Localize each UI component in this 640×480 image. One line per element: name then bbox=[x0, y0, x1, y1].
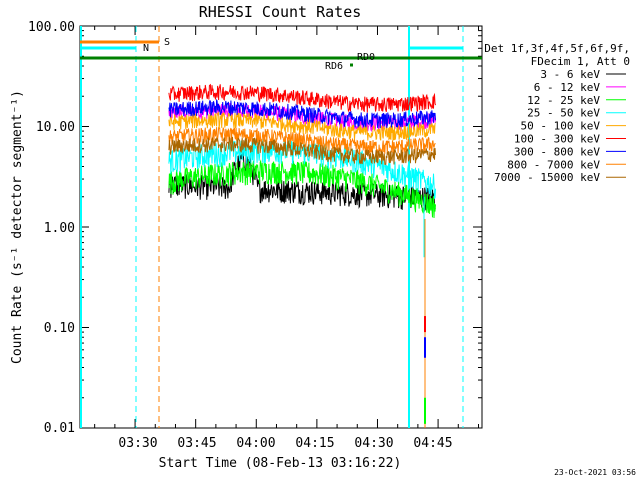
legend-label: 300 - 800 keV bbox=[514, 145, 600, 158]
annotation-rd0: RD0 bbox=[357, 52, 375, 63]
legend-label: 800 - 7000 keV bbox=[507, 158, 600, 171]
series-line-7 bbox=[168, 126, 436, 156]
annotation-s: S bbox=[164, 37, 170, 48]
x-tick-label: 04:00 bbox=[236, 436, 275, 451]
y-tick-label: 100.00 bbox=[28, 20, 75, 35]
legend-header: Det 1f,3f,4f,5f,6f,9f, bbox=[484, 42, 630, 55]
x-axis: 03:30 03:45 04:00 04:15 04:30 04:45 bbox=[118, 436, 452, 451]
y-axis: 100.00 10.00 1.00 0.10 0.01 bbox=[28, 20, 75, 436]
legend-header: FDecim 1, Att 0 bbox=[531, 55, 630, 68]
x-tick-label: 03:45 bbox=[177, 436, 216, 451]
y-tick-label: 1.00 bbox=[44, 221, 75, 236]
x-axis-label: Start Time (08-Feb-13 03:16:22) bbox=[159, 456, 402, 471]
x-tick-label: 03:30 bbox=[118, 436, 157, 451]
series-line-4 bbox=[168, 110, 436, 142]
series-line-6 bbox=[168, 98, 436, 129]
plot-frame bbox=[79, 25, 483, 429]
legend-label: 12 - 25 keV bbox=[527, 94, 600, 107]
legend-label: 50 - 100 keV bbox=[521, 120, 601, 133]
y-tick-label: 0.01 bbox=[44, 421, 75, 436]
x-tick-label: 04:15 bbox=[295, 436, 334, 451]
legend-label: 25 - 50 keV bbox=[527, 107, 600, 120]
annotation-rd6: RD6 bbox=[325, 61, 343, 72]
y-axis-label: Count Rate (s⁻¹ detector segment⁻¹) bbox=[10, 90, 25, 364]
legend-label: 100 - 300 keV bbox=[514, 133, 600, 146]
series-line-8 bbox=[168, 136, 436, 166]
footer-date: 23-Oct-2021 03:56 bbox=[554, 468, 636, 477]
series-line-5 bbox=[168, 83, 436, 113]
y-tick-label: 10.00 bbox=[36, 120, 75, 135]
rd6-marker bbox=[350, 63, 353, 67]
y-tick-label: 0.10 bbox=[44, 321, 75, 336]
x-tick-label: 04:45 bbox=[413, 436, 452, 451]
plot-marks bbox=[80, 26, 482, 429]
legend-label: 6 - 12 keV bbox=[534, 81, 601, 94]
series-line-2 bbox=[168, 159, 436, 219]
legend-label: 3 - 6 keV bbox=[540, 68, 600, 81]
legend: Det 1f,3f,4f,5f,6f,9f, FDecim 1, Att 0 3… bbox=[484, 42, 630, 184]
chart-title: RHESSI Count Rates bbox=[199, 3, 362, 21]
annotation-n: N bbox=[143, 43, 149, 54]
x-tick-label: 04:30 bbox=[354, 436, 393, 451]
legend-label: 7000 - 15000 keV bbox=[494, 171, 600, 184]
